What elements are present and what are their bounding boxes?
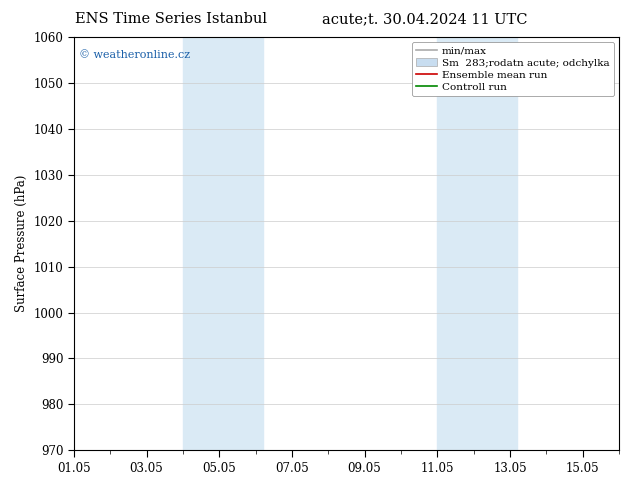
Bar (183, 37, 263, 450)
Legend: min/max, Sm  283;rodatn acute; odchylka, Ensemble mean run, Controll run: min/max, Sm 283;rodatn acute; odchylka, … (412, 42, 614, 96)
Y-axis label: Surface Pressure (hPa): Surface Pressure (hPa) (15, 175, 28, 312)
Text: acute;t. 30.04.2024 11 UTC: acute;t. 30.04.2024 11 UTC (322, 12, 527, 26)
Bar (437, 37, 517, 450)
Text: ENS Time Series Istanbul: ENS Time Series Istanbul (75, 12, 267, 26)
Text: © weatheronline.cz: © weatheronline.cz (79, 49, 190, 60)
